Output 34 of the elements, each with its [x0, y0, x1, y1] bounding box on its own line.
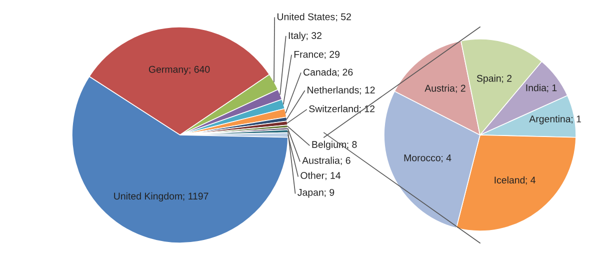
slice-label: Switzerland [309, 105, 358, 112]
data-label: ; 26 [338, 68, 353, 77]
slice-label: Spain [476, 74, 501, 84]
data-label: ; 4 [442, 154, 452, 162]
slice-label: United States [277, 13, 335, 20]
slice-label: Iceland [494, 176, 525, 184]
slice-label: India [526, 84, 546, 92]
data-label: ; 52 [336, 13, 351, 22]
data-label: ; 4 [526, 176, 536, 185]
data-label: ; 9 [324, 188, 334, 197]
data-label: ; 12 [360, 86, 375, 95]
slice-label: Germany [148, 66, 188, 75]
slice-label: Netherlands [308, 86, 359, 94]
slice-label: Italy [288, 32, 306, 41]
slice-label: France [294, 51, 324, 58]
data-label: ; 29 [324, 50, 340, 59]
data-label: ; 8 [347, 141, 357, 150]
slice-label: Other [300, 172, 324, 179]
slice-label: Australia [302, 156, 340, 164]
slice-label: Austria [424, 84, 455, 92]
data-label: ; 1197 [183, 192, 208, 201]
slice-label: Argentina [529, 115, 571, 124]
data-label: ; 6 [340, 157, 350, 166]
data-label: ; 1 [547, 84, 557, 92]
data-label: ; 14 [325, 172, 341, 180]
slice-label: United Kingdom [114, 192, 182, 202]
data-label: ; 32 [306, 32, 322, 40]
slice-label: Canada [304, 68, 338, 76]
slice-label: Morocco [404, 154, 440, 162]
data-label: ; 2 [456, 84, 466, 93]
slice-label: Japan [298, 189, 324, 198]
data-label: ; 2 [502, 74, 512, 83]
data-label: ; 1 [572, 116, 581, 124]
data-label: ; 640 [189, 66, 210, 74]
